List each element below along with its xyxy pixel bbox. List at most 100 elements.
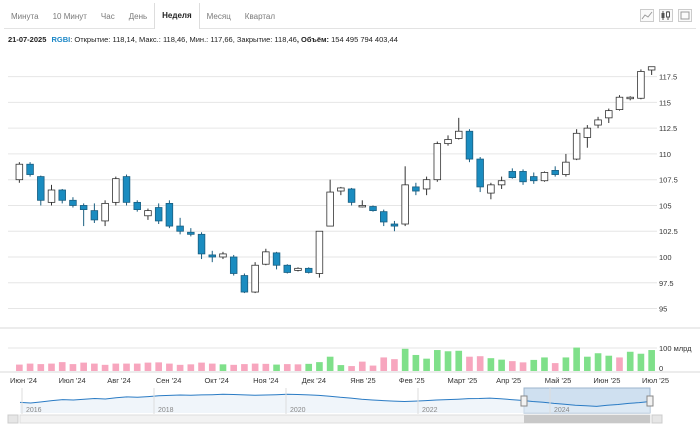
candlestick-icon[interactable] <box>659 9 673 22</box>
x-axis-tick-label: Июн '25 <box>593 376 620 385</box>
candle-body <box>337 187 345 192</box>
candle-body <box>294 267 302 271</box>
volume-bar <box>455 350 463 371</box>
tab-week[interactable]: Неделя <box>154 3 200 29</box>
volume-bar <box>316 362 323 371</box>
candle-body <box>272 252 281 266</box>
volume-bar <box>80 362 87 371</box>
volume-bar <box>26 363 34 371</box>
candle-body <box>572 132 581 160</box>
high-label: , Макс.: <box>134 35 161 44</box>
tab-minute[interactable]: Минута <box>11 11 39 21</box>
volume-bar <box>412 354 420 371</box>
candle-body <box>197 233 206 255</box>
candle-body <box>519 171 527 183</box>
volume-bar <box>198 362 205 371</box>
navigator-year-label: 2016 <box>26 407 42 414</box>
candle-body <box>47 189 56 203</box>
scroll-left-arrow[interactable] <box>7 414 19 424</box>
candle-body <box>229 256 238 274</box>
candle-body <box>122 176 131 203</box>
y-axis-tick-label: 100 <box>659 253 672 262</box>
volume-bar <box>509 361 516 371</box>
y-axis-tick-label: 97.5 <box>659 279 674 288</box>
line-chart-icon[interactable] <box>640 9 654 22</box>
tab-month[interactable]: Месяц <box>206 11 231 21</box>
candle-body <box>144 210 152 217</box>
x-axis-tick-label: Июл '24 <box>59 376 86 385</box>
volume-bar <box>466 356 473 371</box>
volume-bar <box>616 357 623 371</box>
scrollbar-thumb[interactable] <box>524 415 650 423</box>
volume-bar <box>101 364 109 371</box>
candle-body <box>540 172 549 182</box>
volume-bar <box>166 363 173 371</box>
volume-bar <box>584 356 591 371</box>
x-axis-tick-label: Дек '24 <box>302 376 326 385</box>
fullscreen-icon[interactable] <box>678 9 692 22</box>
volume-bar <box>48 363 55 371</box>
candle-body <box>154 207 163 222</box>
volume-bar <box>241 364 248 371</box>
scroll-right-arrow[interactable] <box>651 414 663 424</box>
x-axis-tick-label: Апр '25 <box>496 376 521 385</box>
volume-bar <box>123 363 130 371</box>
navigator-handle-left[interactable] <box>520 395 528 407</box>
candle-body <box>390 223 399 227</box>
candle-body <box>433 143 442 181</box>
volume-bar <box>423 358 430 371</box>
open-value: 118,14 <box>112 35 135 44</box>
volume-bar <box>262 363 270 371</box>
y-axis-tick-label: 110 <box>659 150 671 159</box>
y-axis-tick-label: 115 <box>659 98 671 107</box>
volume-bar <box>144 362 152 371</box>
tab-day[interactable]: День <box>128 11 148 21</box>
low-value: 117,66 <box>210 35 233 44</box>
ohlc-info-line: 21-07-2025 RGBI: Открытие: 118,14, Макс.… <box>8 35 398 44</box>
candle-body <box>187 231 195 235</box>
chart-type-toolbar <box>640 9 692 22</box>
candle-body <box>615 96 624 110</box>
candle-body <box>583 127 592 138</box>
volume-bar <box>155 362 162 371</box>
volume-bar <box>519 362 527 371</box>
volume-bar <box>562 357 570 371</box>
volume-bar <box>648 350 655 371</box>
navigator-handle-right[interactable] <box>646 395 654 407</box>
navigator-line <box>19 393 651 407</box>
x-axis-tick-label: Фев '25 <box>399 376 425 385</box>
tab-10-minutes[interactable]: 10 Минут <box>52 11 87 21</box>
volume-bar <box>133 363 141 371</box>
volume-bar <box>348 366 355 371</box>
volume-bar <box>626 351 634 371</box>
candle-body <box>304 267 313 273</box>
volume-bar <box>91 363 98 371</box>
candle-body <box>647 66 656 71</box>
volume-bar <box>283 364 291 371</box>
x-axis-tick-label: Май '25 <box>545 376 572 385</box>
candle-body <box>497 180 506 186</box>
close-value: 118,46 <box>274 35 297 44</box>
x-axis-tick-label: Окт '24 <box>204 376 229 385</box>
tab-hour[interactable]: Час <box>100 11 115 21</box>
volume-axis-label: 100 млрд <box>659 344 692 353</box>
volume-bar <box>369 365 377 371</box>
volume-value: 154 495 794 403,44 <box>331 35 398 44</box>
candle-body <box>58 189 66 201</box>
x-axis-tick-label: Авг '24 <box>107 376 131 385</box>
volume-bar <box>208 363 216 371</box>
current-date: 21-07-2025 <box>8 35 47 44</box>
volume-zero-label: 0 <box>659 364 663 373</box>
tab-quarter[interactable]: Квартал <box>244 11 276 21</box>
volume-bar <box>551 363 559 371</box>
volume-bar <box>487 358 495 371</box>
candle-body <box>530 176 538 182</box>
low-label: , Мин.: <box>185 35 209 44</box>
volume-bar <box>69 364 77 371</box>
navigator-year-label: 2018 <box>158 407 174 414</box>
candle-body <box>551 170 559 175</box>
candle-body <box>251 264 259 293</box>
x-axis-tick-label: Июн '24 <box>10 376 37 385</box>
volume-bar <box>433 350 441 371</box>
